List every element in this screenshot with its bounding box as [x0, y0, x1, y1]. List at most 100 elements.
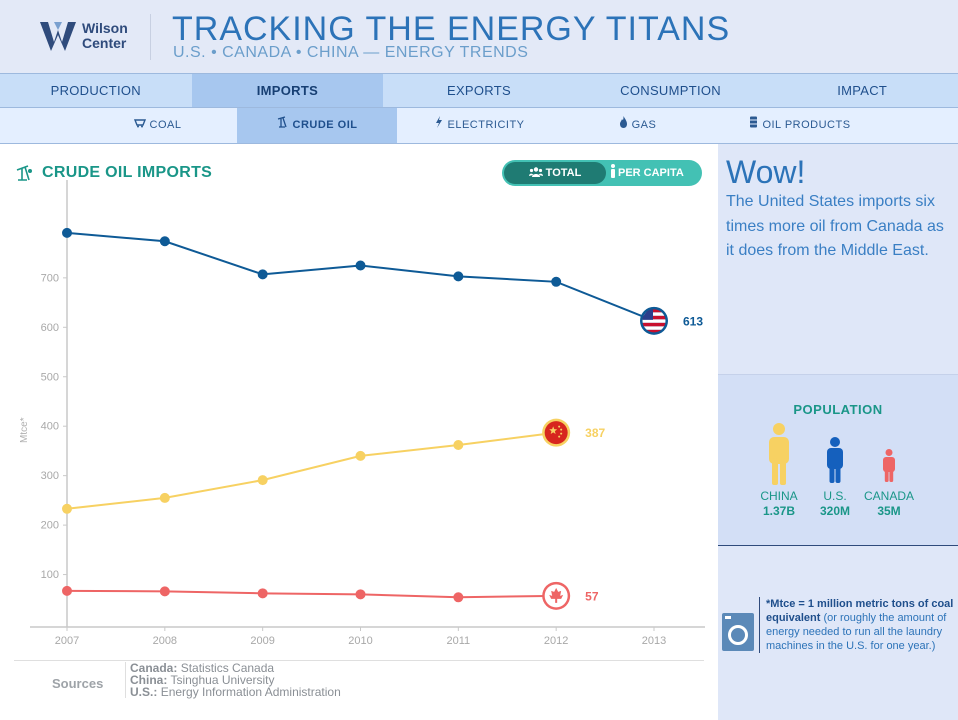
data-point [453, 592, 464, 603]
subtab-gas-label: GAS [631, 119, 657, 131]
end-value-label: 613 [683, 314, 703, 328]
toggle-total-button[interactable]: TOTAL [504, 162, 606, 184]
y-axis-label: Mtce* [19, 417, 30, 443]
y-tick-label: 500 [41, 371, 59, 383]
tab-consumption[interactable]: CONSUMPTION [620, 83, 721, 98]
x-tick-label: 2010 [348, 635, 372, 647]
source-us-key: U.S.: [130, 685, 158, 699]
main-tabs: PRODUCTION IMPORTS EXPORTS CONSUMPTION I… [0, 73, 958, 108]
subtab-electricity-label: ELECTRICITY [447, 119, 525, 131]
subtab-gas[interactable]: GAS [600, 108, 675, 143]
data-point [159, 492, 170, 503]
chart-title: CRUDE OIL IMPORTS [16, 164, 212, 182]
data-point [257, 475, 268, 486]
subtab-crude-oil[interactable]: CRUDE OIL [237, 108, 397, 143]
data-point [257, 269, 268, 280]
x-tick-label: 2011 [447, 635, 471, 647]
logo-line-2: Center [82, 35, 127, 51]
population-us-value: 320M [819, 504, 851, 518]
population-us: U.S. 320M [800, 489, 870, 519]
x-tick-label: 2008 [153, 635, 177, 647]
crude-oil-imports-chart: 100 200 300 400 500 600 700 Mtce* 2007 2008 2009 20… [19, 180, 705, 647]
source-china-key: China: [130, 673, 168, 687]
toggle-total-label: TOTAL [545, 167, 582, 179]
us-flag-icon [640, 306, 668, 335]
y-tick-label: 100 [41, 569, 59, 581]
data-point [355, 260, 366, 271]
china-flag-icon [542, 418, 571, 447]
data-point [355, 589, 366, 600]
coal-cart-icon [133, 108, 146, 143]
population-canada: CANADA 35M [854, 489, 924, 519]
population-canada-country: CANADA [863, 489, 914, 503]
data-point [257, 588, 268, 599]
population-canada-value: 35M [877, 504, 901, 518]
toggle-per-capita-button[interactable]: PER CAPITA [610, 162, 700, 184]
logo-line-1: Wilson [82, 20, 128, 36]
y-tick-label: 200 [41, 520, 59, 532]
tab-exports[interactable]: EXPORTS [446, 83, 511, 98]
subtab-coal-label: COAL [149, 119, 182, 131]
footnote: *Mtce = 1 million metric tons of coal eq… [718, 546, 958, 720]
x-tick-label: 2009 [250, 635, 274, 647]
sources: Sources Canada: Statistics Canada China:… [14, 660, 704, 720]
data-point [551, 276, 562, 287]
tab-impact[interactable]: IMPACT [837, 83, 888, 98]
wilson-center-logo[interactable]: Wilson Center [40, 20, 128, 52]
population-china: CHINA 1.37B [744, 489, 814, 519]
footnote-rest: (or roughly the amount of energy needed … [766, 612, 947, 652]
subtab-electricity[interactable]: ELECTRICITY [420, 108, 540, 143]
toggle-per-capita-label: PER CAPITA [618, 167, 684, 179]
wilson-w-logo-icon [40, 22, 76, 51]
population-us-country: U.S. [823, 489, 847, 503]
data-point [453, 439, 464, 450]
population-panel: POPULATION CHINA 1.37B U.S. 320M [718, 374, 958, 546]
data-point [62, 227, 72, 238]
x-tick-label: 2007 [55, 635, 79, 647]
x-tick-label: 2013 [642, 635, 666, 647]
population-title: POPULATION [793, 402, 883, 417]
subtab-oil-products[interactable]: OIL PRODUCTS [735, 108, 865, 143]
tab-imports[interactable]: IMPORTS [191, 74, 384, 107]
oil-pump-icon [277, 108, 289, 143]
wow-text: The United States imports six times more… [726, 193, 944, 259]
y-tick-label: 300 [41, 470, 59, 482]
subtab-oil-products-label: OIL PRODUCTS [762, 119, 851, 131]
sub-tabs: COAL CRUDE OIL ELECTRICITY GAS OIL PRODU… [0, 108, 958, 144]
subtab-crude-oil-label: CRUDE OIL [292, 119, 358, 131]
flame-icon [619, 108, 628, 143]
source-china: Tsinghua University [170, 673, 275, 687]
end-value-label: 387 [585, 426, 605, 440]
sources-list: Canada: Statistics Canada China: Tsinghu… [125, 662, 341, 698]
page-title: TRACKING THE ENERGY TITANS [172, 10, 731, 48]
logo-text: Wilson Center [82, 21, 128, 51]
total-per-capita-toggle: TOTAL PER CAPITA [502, 160, 702, 186]
data-point [159, 586, 170, 597]
y-tick-label: 400 [41, 421, 59, 433]
wow-title: Wow! [726, 154, 806, 190]
china-person-icon [769, 423, 789, 485]
canada-flag-icon [542, 581, 571, 610]
us-person-icon [827, 437, 843, 483]
footnote-text: *Mtce = 1 million metric tons of coal eq… [759, 597, 954, 653]
end-value-label: 57 [585, 589, 599, 603]
population-china-country: CHINA [760, 489, 798, 503]
barrel-icon [749, 108, 758, 143]
subtab-coal[interactable]: COAL [95, 108, 220, 143]
source-us: Energy Information Administration [160, 685, 341, 699]
data-point [159, 236, 170, 247]
data-point [453, 271, 464, 282]
tab-production[interactable]: PRODUCTION [50, 83, 141, 98]
footnote-bold: *Mtce = 1 million metric tons of coal eq… [766, 598, 954, 624]
y-tick-label: 600 [41, 322, 59, 334]
header: Wilson Center TRACKING THE ENERGY TITANS… [0, 0, 958, 73]
page-subtitle: U.S. • CANADA • CHINA — ENERGY TRENDS [173, 44, 529, 61]
canada-person-icon [883, 449, 895, 482]
x-tick-label: 2012 [544, 635, 568, 647]
person-icon [611, 164, 615, 178]
lightning-icon [435, 108, 443, 143]
sources-label: Sources [52, 676, 104, 691]
data-point [62, 585, 72, 596]
y-tick-label: 700 [41, 272, 59, 284]
series-line-0 [66, 231, 655, 322]
